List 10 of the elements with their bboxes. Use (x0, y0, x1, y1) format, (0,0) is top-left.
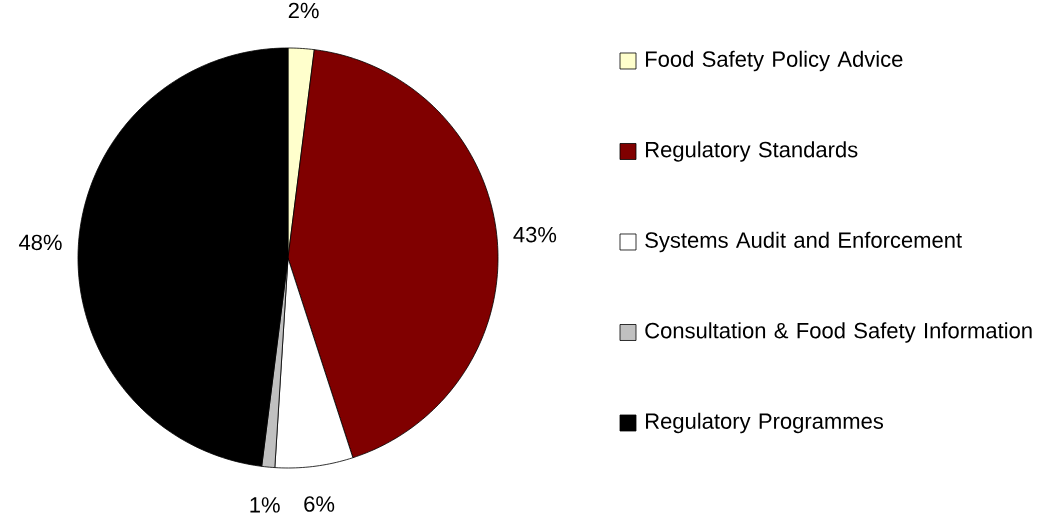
legend-label: Regulatory Programmes (646, 412, 884, 434)
legend-label: Consultation & Food Safety Information (645, 322, 1032, 343)
legend-label: Systems Audit and Enforcement (645, 231, 962, 253)
legend-label: Regulatory Standards (646, 141, 858, 162)
data-label: 43% (513, 226, 557, 243)
legend-label: Food Safety Policy Advice (646, 50, 903, 72)
data-label: 1% (250, 497, 280, 513)
data-label: 6% (304, 496, 335, 512)
data-label: 48% (18, 234, 62, 251)
data-label: 2% (288, 2, 319, 19)
